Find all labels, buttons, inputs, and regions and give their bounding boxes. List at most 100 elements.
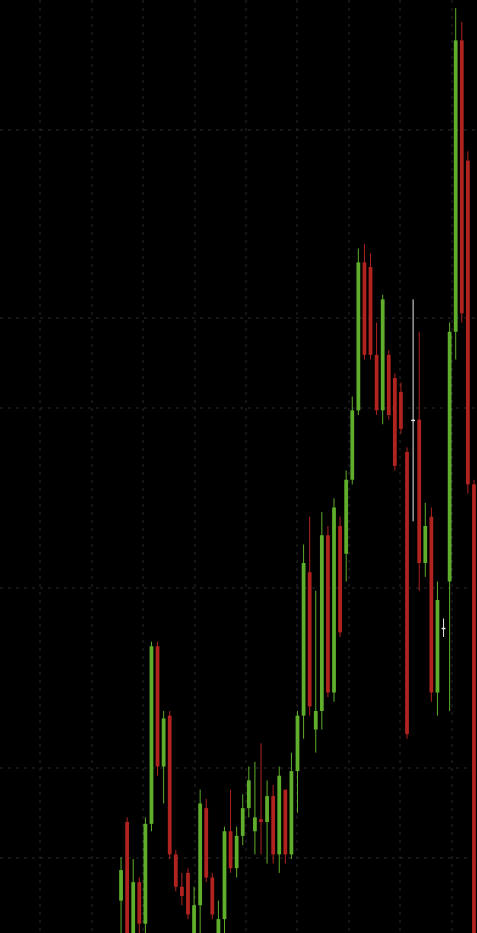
candle [198, 789, 203, 933]
candle [344, 470, 349, 582]
candle-body [386, 354, 391, 415]
candle-body [210, 877, 215, 915]
candle-body [265, 796, 269, 822]
candle [240, 794, 245, 846]
candle [161, 711, 166, 804]
candle [307, 516, 312, 716]
candle [453, 8, 458, 360]
candle [465, 151, 470, 494]
candle-body [143, 823, 148, 924]
candle [283, 789, 288, 864]
candle-body [131, 882, 136, 933]
candle [313, 590, 318, 753]
candle-body [222, 831, 227, 920]
candle [289, 752, 294, 859]
candle-body [246, 780, 251, 809]
candle [119, 857, 123, 933]
candle-body [423, 526, 428, 563]
candle-body [295, 715, 300, 772]
candle [228, 789, 233, 873]
candle [301, 544, 306, 739]
candle [429, 507, 434, 702]
candle [143, 817, 148, 933]
candle-body [332, 507, 336, 693]
candle-body [435, 600, 440, 693]
candle-body [362, 262, 367, 355]
candle-body [301, 563, 306, 716]
candle [350, 396, 355, 485]
candle-body [472, 484, 476, 933]
candle [253, 761, 257, 855]
candle-body [326, 535, 330, 693]
candle [319, 512, 324, 730]
candle [186, 868, 190, 920]
candle-body [368, 267, 373, 355]
candle-body [228, 831, 233, 869]
candle-body [374, 354, 379, 411]
candle [423, 502, 428, 577]
candle [192, 886, 196, 933]
candle [368, 253, 373, 360]
candle-body [313, 711, 318, 730]
candle-body [155, 646, 160, 767]
candle-body [338, 526, 342, 633]
candle [380, 294, 385, 425]
candle [180, 872, 184, 906]
candle-body [125, 822, 130, 933]
candle-body [216, 919, 221, 933]
candle [137, 877, 142, 933]
candle [210, 872, 215, 920]
candle [222, 826, 227, 933]
candle-body [459, 40, 464, 314]
candle-body [277, 775, 282, 855]
candle [447, 322, 452, 711]
candle-body [453, 40, 458, 332]
candle [155, 641, 160, 776]
candle-body [234, 835, 239, 869]
candle [362, 243, 367, 360]
candle [405, 447, 409, 739]
candle [265, 780, 269, 864]
candle-body [417, 419, 422, 563]
candle-body [411, 419, 415, 422]
candles [119, 8, 476, 933]
candle-body [289, 771, 294, 855]
candle-body [173, 854, 178, 887]
candle [167, 711, 172, 859]
candle [216, 900, 221, 933]
candle [326, 526, 330, 698]
candle [295, 711, 300, 813]
candle-body [283, 789, 288, 855]
candle [125, 817, 130, 933]
candle [417, 331, 422, 591]
candle-body [319, 535, 324, 711]
candle-body [167, 715, 172, 855]
candle [173, 849, 178, 892]
candle [332, 498, 336, 702]
candle-body [392, 378, 397, 466]
candle-body [119, 870, 123, 901]
candle [338, 516, 342, 637]
candle-body [186, 872, 190, 915]
candle [472, 479, 476, 933]
candle-body [180, 886, 184, 896]
candle-body [149, 646, 154, 824]
candle [374, 322, 379, 415]
candle [246, 766, 251, 818]
candle-body [161, 718, 166, 767]
candle [131, 859, 136, 933]
candle [411, 299, 415, 522]
candle [234, 826, 239, 878]
candle [386, 350, 391, 420]
candle [271, 785, 276, 864]
candle-body [240, 808, 245, 836]
candle-body [441, 627, 446, 630]
candle [459, 21, 464, 323]
candle-body [198, 803, 203, 906]
candle [259, 743, 263, 855]
candle [277, 766, 282, 873]
